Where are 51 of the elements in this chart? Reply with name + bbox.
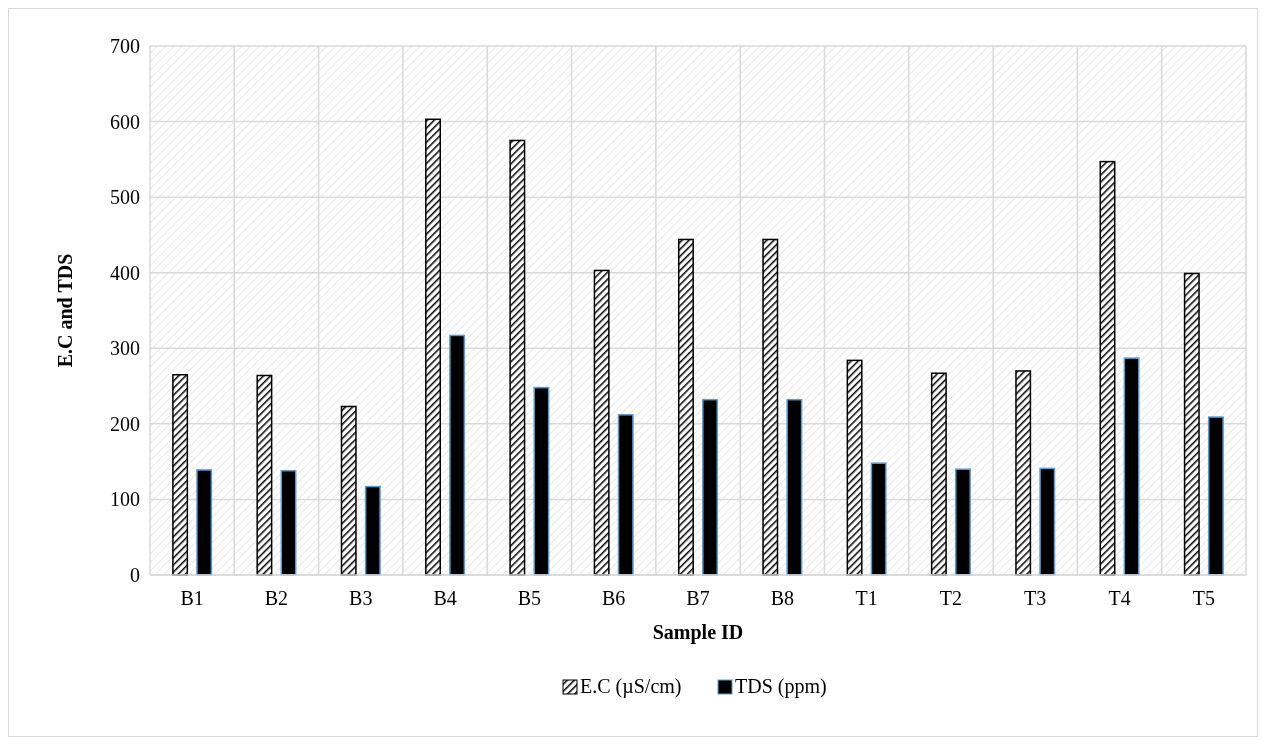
bar xyxy=(256,374,273,576)
x-tick-label: T3 xyxy=(1024,587,1047,609)
bar xyxy=(1123,357,1140,576)
y-tick-label: 600 xyxy=(110,110,140,133)
y-tick-label: 0 xyxy=(130,564,140,586)
bar xyxy=(786,398,803,576)
x-tick-label: B5 xyxy=(517,587,542,609)
x-tick-label: B3 xyxy=(349,587,373,609)
x-tick-label: B4 xyxy=(433,587,457,609)
bar xyxy=(425,118,442,576)
bar xyxy=(930,372,947,576)
bar xyxy=(449,334,466,576)
bar xyxy=(677,238,694,576)
x-tick-label: T1 xyxy=(855,587,878,609)
bar xyxy=(533,386,550,576)
y-tick-label: 200 xyxy=(110,412,140,435)
y-tick-label: 500 xyxy=(110,186,140,209)
bar xyxy=(1183,272,1200,576)
bar xyxy=(364,485,381,576)
bar xyxy=(762,238,779,576)
bar xyxy=(593,269,610,576)
bar xyxy=(172,373,189,576)
y-axis-title: E.C and TDS xyxy=(54,253,76,368)
y-tick-label: 700 xyxy=(110,35,140,57)
bar xyxy=(1015,370,1032,576)
bar xyxy=(1207,416,1224,576)
y-tick-label: 300 xyxy=(110,337,140,360)
y-tick-label: 100 xyxy=(110,488,140,511)
x-tick-label: B6 xyxy=(602,587,626,609)
x-tick-label: B1 xyxy=(180,587,204,609)
x-tick-label: T5 xyxy=(1192,587,1215,609)
x-axis-title: Sample ID xyxy=(652,621,744,644)
legend-label: E.C (µS/cm) xyxy=(580,675,682,698)
bar xyxy=(954,468,971,576)
x-tick-label: T2 xyxy=(939,587,963,609)
bar xyxy=(509,139,526,576)
y-tick-label: 400 xyxy=(110,261,140,284)
bar xyxy=(870,462,887,576)
legend-label: TDS (ppm) xyxy=(735,675,827,698)
bar xyxy=(617,414,634,576)
x-tick-label: B8 xyxy=(770,587,794,609)
bar xyxy=(280,469,297,576)
bar xyxy=(702,398,719,576)
bar xyxy=(340,405,357,576)
x-tick-label: B7 xyxy=(686,587,710,609)
x-tick-label: T4 xyxy=(1108,587,1131,609)
bar xyxy=(846,359,863,576)
bar xyxy=(196,469,213,576)
x-tick-label: B2 xyxy=(264,587,289,609)
bar xyxy=(1099,160,1116,576)
bar xyxy=(1039,467,1056,576)
